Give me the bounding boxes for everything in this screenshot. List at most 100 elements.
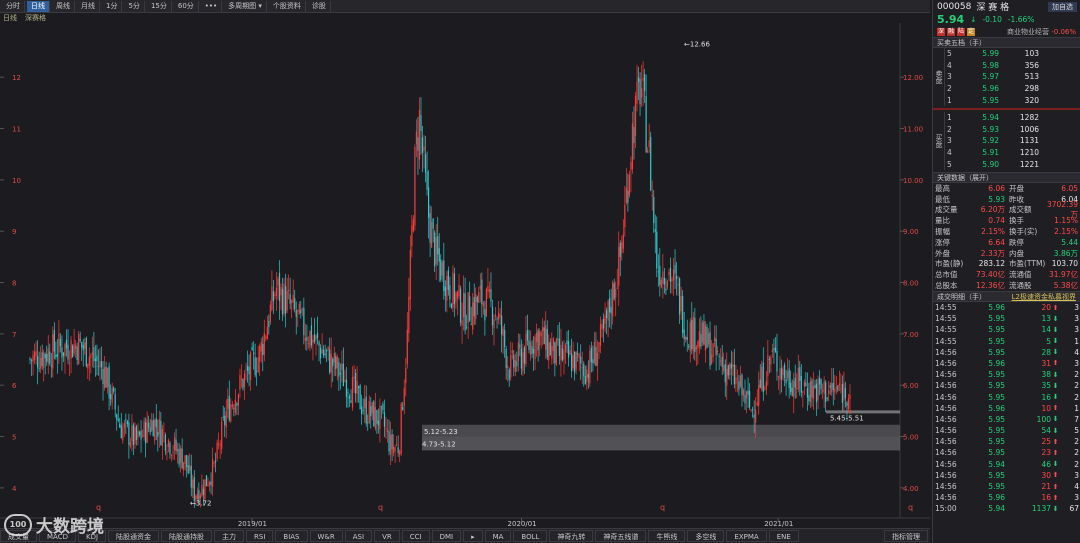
candle-body bbox=[502, 328, 504, 337]
buy-row[interactable]: 3 5.92 1131 bbox=[945, 135, 1080, 147]
indicator-button-1[interactable]: MACD bbox=[39, 530, 76, 542]
indicator-button-4[interactable]: 陆股通持股 bbox=[161, 530, 213, 542]
indicator-button-2[interactable]: KDJ bbox=[77, 530, 107, 542]
kline-chart[interactable]: 4 4.00 5 5.00 6 6.00 7 7.00 8 8.00 9 9.00 10 10.00 11 1… bbox=[0, 23, 930, 528]
industry-pct: -0.06% bbox=[1051, 27, 1076, 36]
period-tab-9[interactable]: 多周期图 ▾ bbox=[224, 0, 267, 12]
indicator-button-0[interactable]: 成交量 bbox=[0, 530, 37, 542]
candle-body bbox=[297, 310, 299, 312]
period-tab-0[interactable]: 分时 bbox=[2, 0, 25, 12]
keydata-label: 总市值 bbox=[935, 270, 958, 280]
sell-row[interactable]: 3 5.97 513 bbox=[945, 71, 1080, 83]
keydata-title[interactable]: 关键数据（展开） bbox=[933, 171, 1080, 183]
keydata-value: 6.05 bbox=[1061, 183, 1078, 193]
sell-row[interactable]: 1 5.95 320 bbox=[945, 94, 1080, 106]
candle-body bbox=[825, 382, 827, 403]
candle-body bbox=[837, 385, 839, 391]
indicator-button-15[interactable]: BOLL bbox=[513, 530, 548, 542]
candle-body bbox=[447, 270, 449, 291]
l2-link[interactable]: L2极速资金私募视界 bbox=[1011, 292, 1076, 301]
tag-lu[interactable]: 陆 bbox=[957, 27, 965, 36]
period-tab-5[interactable]: 5分 bbox=[124, 0, 145, 12]
indicator-button-20[interactable]: EXPMA bbox=[726, 530, 767, 542]
candle-body bbox=[405, 368, 407, 384]
indicator-button-6[interactable]: RSI bbox=[246, 530, 274, 542]
trade-price: 5.95 bbox=[988, 470, 1005, 480]
trade-time: 14:56 bbox=[935, 403, 957, 413]
candle-body bbox=[362, 410, 364, 411]
trade-volume: 30 bbox=[1041, 470, 1051, 480]
y-tick-label-right: 9.00 bbox=[903, 228, 919, 236]
buy-row[interactable]: 1 5.94 1282 bbox=[945, 112, 1080, 124]
period-tab-7[interactable]: 60分 bbox=[174, 0, 199, 12]
period-tab-4[interactable]: 1分 bbox=[102, 0, 123, 12]
indicator-button-16[interactable]: 神奇九转 bbox=[549, 530, 594, 542]
period-tab-2[interactable]: 周线 bbox=[52, 0, 75, 12]
candle-body bbox=[406, 329, 408, 365]
indicator-button-14[interactable]: MA bbox=[484, 530, 512, 542]
period-tab-8[interactable]: ••• bbox=[201, 0, 223, 12]
buy-row[interactable]: 4 5.91 1210 bbox=[945, 147, 1080, 159]
candle-body bbox=[581, 367, 583, 369]
candle-body bbox=[820, 379, 822, 390]
up-arrow-icon: ⬆ bbox=[1052, 493, 1059, 502]
candle-body bbox=[249, 352, 252, 380]
buy-row[interactable]: 5 5.90 1221 bbox=[945, 158, 1080, 170]
indicator-button-5[interactable]: 主力 bbox=[214, 530, 245, 542]
indicator-manage-button[interactable]: 指标管理 bbox=[884, 530, 928, 542]
candle-body bbox=[245, 368, 247, 370]
period-tab-1[interactable]: 日线 bbox=[27, 0, 50, 12]
tag-shen[interactable]: 深 bbox=[937, 27, 945, 36]
candle-body bbox=[388, 431, 390, 452]
orderbook-title[interactable]: 买卖五档（手） bbox=[933, 37, 1080, 48]
tag-ding[interactable]: 定 bbox=[967, 27, 975, 36]
indicator-button-21[interactable]: ENE bbox=[768, 530, 799, 542]
candle-body bbox=[700, 333, 702, 347]
indicator-button-9[interactable]: ASI bbox=[344, 530, 373, 542]
keydata-value: 3.86万 bbox=[1053, 248, 1078, 258]
sell-price: 5.97 bbox=[982, 72, 999, 82]
add-watchlist-button[interactable]: 加自选 bbox=[1048, 1, 1077, 12]
buy-volume: 1006 bbox=[1019, 124, 1039, 134]
candle-body bbox=[580, 356, 582, 364]
candle-body bbox=[155, 418, 157, 428]
candle-body bbox=[796, 388, 798, 390]
indicator-button-8[interactable]: W&R bbox=[309, 530, 343, 542]
trades-title: 成交明细（手） L2极速资金私募视界 bbox=[933, 290, 1080, 302]
candle-body bbox=[546, 328, 548, 358]
sell-row[interactable]: 4 5.98 356 bbox=[945, 60, 1080, 72]
indicator-button-3[interactable]: 陆股通资金 bbox=[108, 530, 160, 542]
period-tab-10[interactable]: 个股资料 bbox=[269, 0, 306, 12]
sell-row[interactable]: 5 5.99 103 bbox=[945, 48, 1080, 60]
period-tab-11[interactable]: 诊股 bbox=[308, 0, 331, 12]
candle-body bbox=[262, 344, 264, 356]
candle-body bbox=[289, 293, 291, 304]
tag-rong[interactable]: 融 bbox=[947, 27, 955, 36]
indicator-button-10[interactable]: VR bbox=[374, 530, 400, 542]
period-tab-6[interactable]: 15分 bbox=[147, 0, 172, 12]
candle-body bbox=[570, 353, 573, 372]
industry-info[interactable]: 商业物业经营 -0.06% bbox=[1007, 27, 1076, 37]
indicator-button-13[interactable]: ▸ bbox=[463, 530, 483, 542]
candle-body bbox=[52, 334, 54, 369]
down-arrow-icon: ⬇ bbox=[1052, 426, 1059, 435]
candle-body bbox=[408, 296, 410, 334]
candle-body bbox=[149, 427, 151, 433]
indicator-button-7[interactable]: BIAS bbox=[275, 530, 308, 542]
candle-body bbox=[275, 287, 278, 296]
period-tab-3[interactable]: 月线 bbox=[77, 0, 100, 12]
candle-body bbox=[761, 367, 763, 390]
indicator-button-12[interactable]: DMI bbox=[431, 530, 462, 542]
candle-body bbox=[577, 353, 579, 355]
indicator-button-17[interactable]: 神奇五线谱 bbox=[595, 530, 647, 542]
buy-row[interactable]: 2 5.93 1006 bbox=[945, 124, 1080, 136]
candle-body bbox=[692, 317, 694, 352]
candle-body bbox=[504, 330, 506, 347]
sell-level: 3 bbox=[947, 72, 952, 82]
candle-body bbox=[814, 384, 816, 388]
indicator-button-18[interactable]: 牛熊线 bbox=[648, 530, 686, 542]
indicator-button-11[interactable]: CCI bbox=[401, 530, 430, 542]
candle-body bbox=[400, 403, 402, 454]
sell-row[interactable]: 2 5.96 298 bbox=[945, 83, 1080, 95]
indicator-button-19[interactable]: 多空线 bbox=[687, 530, 725, 542]
